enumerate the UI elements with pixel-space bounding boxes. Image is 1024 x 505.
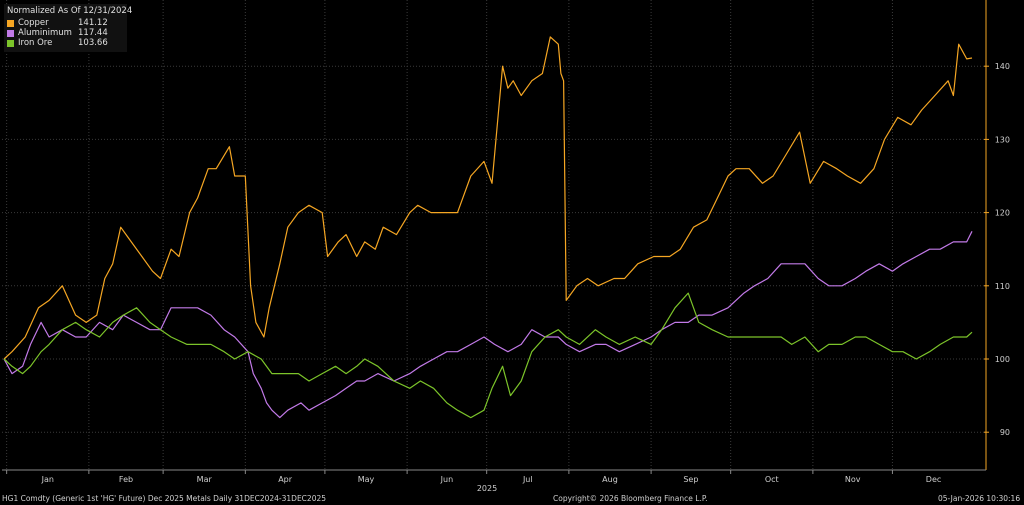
y-tick-label: 120: [995, 209, 1010, 218]
x-tick-label: Jan: [41, 475, 54, 484]
x-tick-label: Apr: [278, 475, 293, 484]
gridlines: [2, 0, 984, 470]
x-tick-label: Jul: [522, 475, 533, 484]
y-tick-label: 130: [995, 135, 1010, 144]
x-year-label: 2025: [477, 484, 497, 493]
x-tick-label: Aug: [602, 475, 618, 484]
x-tick-label: Nov: [845, 475, 861, 484]
line-chart: Jan Feb Mar Apr May Jun Jul Aug Sep Oct Nov Dec 2025…: [2, 0, 1010, 493]
x-tick-label: Dec: [926, 475, 941, 484]
x-tick-label: Mar: [197, 475, 213, 484]
series-line-iron-ore: [3, 292, 973, 419]
footer-bar: HG1 Comdty (Generic 1st 'HG' Future) Dec…: [0, 493, 1024, 505]
footer-security-description: HG1 Comdty (Generic 1st 'HG' Future) Dec…: [2, 494, 327, 503]
legend-value-copper: 141.12: [78, 18, 108, 28]
legend-item-iron-ore: Iron Ore 103.66: [7, 38, 124, 48]
series-line-copper: [3, 36, 973, 360]
axes: Jan Feb Mar Apr May Jun Jul Aug Sep Oct Nov Dec 2025…: [2, 0, 1010, 493]
legend-value-iron-ore: 103.66: [78, 38, 108, 48]
chart-legend: Normalized As Of 12/31/2024 Copper 141.1…: [4, 4, 133, 52]
legend-label-iron-ore: Iron Ore: [18, 38, 53, 48]
x-tick-label: Oct: [765, 475, 779, 484]
legend-item-aluminimum: Aluminimum 117.44: [7, 28, 124, 38]
x-tick-label: May: [358, 475, 375, 484]
legend-swatch-copper: [7, 19, 14, 27]
legend-title: Normalized As Of 12/31/2024: [7, 6, 133, 16]
y-tick-label: 100: [995, 355, 1010, 364]
footer-timestamp: 05-Jan-2026 10:30:16: [938, 494, 1021, 503]
y-tick-label: 140: [995, 62, 1010, 71]
x-tick-label: Jun: [440, 475, 454, 484]
y-tick-label: 110: [995, 282, 1010, 291]
legend-item-copper: Copper 141.12: [7, 18, 124, 28]
x-tick-label: Feb: [119, 475, 133, 484]
legend-value-aluminimum: 117.44: [78, 28, 108, 38]
legend-swatch-aluminimum: [7, 29, 14, 37]
x-tick-label: Sep: [683, 475, 698, 484]
chart-series: [3, 36, 973, 419]
legend-swatch-iron-ore: [7, 39, 14, 47]
y-tick-label: 90: [1000, 428, 1010, 437]
legend-label-copper: Copper: [18, 18, 49, 28]
series-line-aluminimum: [3, 231, 973, 419]
footer-copyright: Copyright© 2026 Bloomberg Finance L.P.: [553, 494, 708, 503]
legend-label-aluminimum: Aluminimum: [18, 28, 72, 38]
